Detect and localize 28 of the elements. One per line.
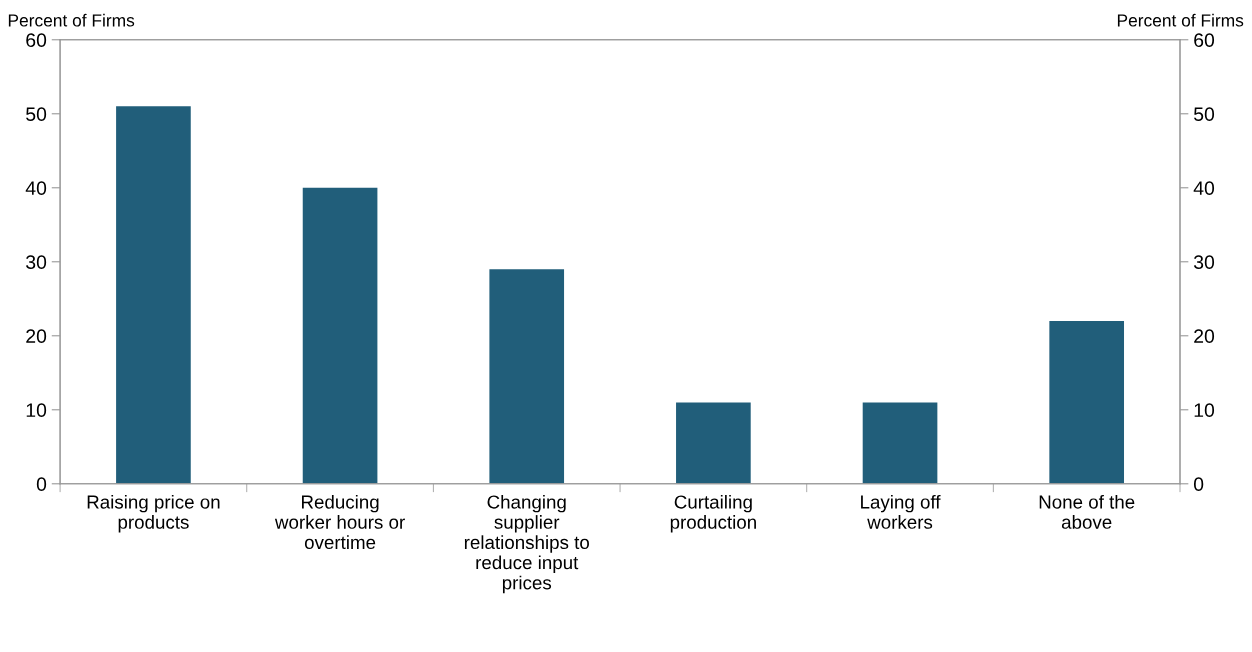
x-tick-label: Laying off workers: [861, 494, 941, 529]
y2-tick-label: 40: [1193, 181, 1215, 196]
bar: [1049, 320, 1125, 484]
y2-tick-label: 50: [1193, 107, 1215, 122]
y2-tick-label: 0: [1193, 477, 1204, 492]
y2-axis-title: Percent of Firms: [1117, 13, 1244, 27]
bar: [116, 106, 191, 484]
y-tick-label: 60: [26, 33, 47, 48]
y2-tick-label: 10: [1194, 403, 1215, 418]
y-tick-label: 20: [26, 329, 47, 344]
y2-tick-label: 20: [1194, 329, 1215, 344]
x-tick-label: Curtailing production: [670, 494, 756, 533]
x-tick-label: Raising price on products: [87, 494, 220, 533]
y-tick-label: 0: [36, 477, 47, 492]
bar: [302, 187, 378, 484]
y2-tick-label: 30: [1193, 255, 1215, 270]
y-tick-label: 40: [25, 181, 47, 196]
y-axis-title: Percent of Firms: [8, 13, 135, 27]
bar: [862, 402, 938, 484]
y-tick-label: 50: [26, 107, 47, 122]
x-tick-label: Reducing worker hours or overtime: [274, 494, 405, 550]
y2-tick-label: 60: [1194, 33, 1215, 48]
x-tick-label: None of the above: [1039, 494, 1135, 529]
y-tick-label: 30: [26, 255, 47, 270]
x-tick-label: Changing supplier relationships to reduce input prices: [464, 494, 589, 594]
bar: [676, 402, 751, 484]
y-tick-label: 10: [26, 403, 47, 418]
bar: [489, 269, 565, 484]
